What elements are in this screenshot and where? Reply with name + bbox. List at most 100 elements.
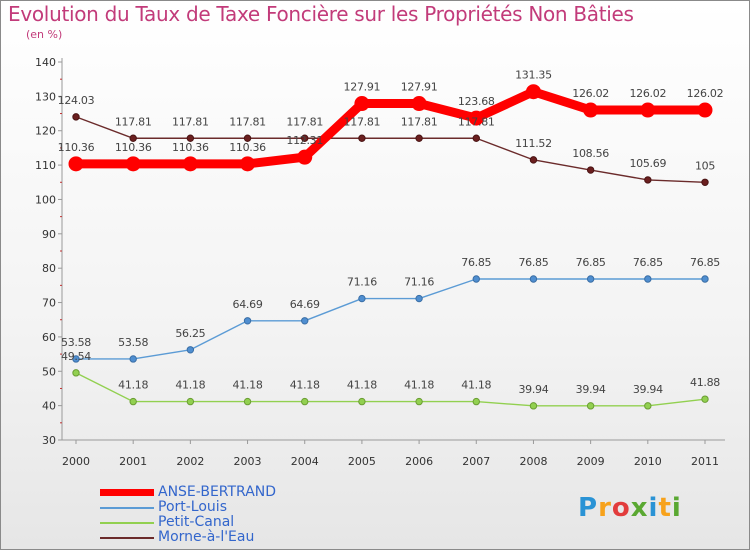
data-label-petit-canal: 49.54 [61,350,91,363]
data-label-port-louis: 76.85 [518,256,548,269]
series-line-port-louis [76,278,705,360]
logo-letter: i [671,493,682,523]
logo-letter: i [648,493,659,523]
data-label-port-louis: 76.85 [461,256,491,269]
data-label-morne-a-l-eau: 117.81 [115,115,152,128]
legend-item-port-louis[interactable]: Port-Louis [100,500,276,515]
legend-swatch [100,506,154,509]
data-label-petit-canal: 41.18 [118,379,148,392]
y-tick-label: 90 [42,228,56,241]
data-label-morne-a-l-eau: 105.69 [629,157,666,170]
x-tick-label: 2003 [234,455,262,468]
data-point-anse-bertrand [354,96,370,112]
data-point-anse-bertrand [125,156,141,172]
data-label-port-louis: 53.58 [61,336,91,349]
legend-label: Morne-à-l'Eau [158,529,255,546]
logo-letter: x [630,493,649,523]
data-label-petit-canal: 41.18 [175,379,205,392]
logo-letter: r [598,493,612,523]
data-point-morne-a-l-eau [644,176,652,184]
x-tick-label: 2004 [291,455,319,468]
x-tick-label: 2007 [462,455,490,468]
legend-label: Petit-Canal [158,514,235,531]
data-point-petit-canal [529,402,538,410]
data-label-morne-a-l-eau: 117.81 [401,115,438,128]
data-label-anse-bertrand: 110.36 [172,141,209,154]
data-point-port-louis [472,275,480,283]
data-label-petit-canal: 39.94 [518,383,548,396]
data-point-morne-a-l-eau [529,156,538,164]
x-tick-label: 2009 [577,455,605,468]
data-point-port-louis [243,317,252,325]
y-tick-label: 40 [42,400,56,413]
series-line-morne-a-l-eau [75,116,706,183]
data-point-morne-a-l-eau [358,134,366,142]
data-label-port-louis: 64.69 [290,298,320,311]
legend-item-petit-canal[interactable]: Petit-Canal [100,515,276,530]
data-label-morne-a-l-eau: 117.81 [286,115,323,128]
legend-label: ANSE-BERTRAND [158,484,277,501]
data-point-anse-bertrand [697,102,713,118]
data-point-petit-canal [701,395,709,403]
data-label-port-louis: 76.85 [633,256,663,269]
data-point-port-louis [415,294,423,303]
data-label-morne-a-l-eau: 108.56 [572,147,609,160]
data-label-petit-canal: 41.18 [290,379,320,392]
data-point-port-louis [529,275,538,283]
proxiti-logo: Proxiti [578,493,682,523]
y-tick-label: 110 [35,159,56,172]
data-point-port-louis [186,346,195,354]
data-label-morne-a-l-eau: 124.03 [58,94,95,107]
data-label-petit-canal: 41.18 [233,379,263,392]
data-point-petit-canal [358,397,366,406]
logo-letter: o [611,493,631,523]
data-point-petit-canal [586,402,595,410]
data-label-anse-bertrand: 131.35 [515,69,552,82]
data-label-petit-canal: 41.18 [347,379,377,392]
data-point-anse-bertrand [240,156,256,172]
data-label-morne-a-l-eau: 117.81 [229,115,266,128]
data-label-port-louis: 76.85 [576,256,606,269]
x-tick-label: 2008 [519,455,547,468]
data-point-petit-canal [415,397,423,406]
y-tick-label: 100 [35,193,56,206]
data-label-morne-a-l-eau: 111.52 [515,137,552,150]
data-point-anse-bertrand [468,110,484,126]
data-label-anse-bertrand: 112.31 [286,134,323,147]
data-point-morne-a-l-eau [72,113,80,121]
y-tick-label: 30 [42,434,56,447]
series-line-petit-canal [75,372,706,407]
data-label-anse-bertrand: 110.36 [229,141,266,154]
chart-title: Evolution du Taux de Taxe Foncière sur l… [8,2,634,26]
data-label-port-louis: 56.25 [175,327,205,340]
legend-swatch [100,536,154,539]
x-tick-label: 2006 [405,455,433,468]
legend-item-morne-a-l-eau[interactable]: Morne-à-l'Eau [100,530,276,545]
data-label-port-louis: 76.85 [690,256,720,269]
y-tick-label: 50 [42,365,56,378]
data-point-anse-bertrand [182,156,198,172]
data-point-anse-bertrand [411,96,427,112]
data-point-anse-bertrand [525,84,541,100]
y-tick-label: 80 [42,262,56,275]
data-point-morne-a-l-eau [243,134,252,142]
data-label-anse-bertrand: 110.36 [115,141,152,154]
data-label-anse-bertrand: 110.36 [58,141,95,154]
legend-item-anse-bertrand[interactable]: ANSE-BERTRAND [100,485,276,500]
data-label-anse-bertrand: 127.91 [344,81,381,94]
data-point-petit-canal [243,397,252,406]
data-point-morne-a-l-eau [415,134,423,142]
data-point-port-louis [129,355,137,363]
data-label-anse-bertrand: 123.68 [458,95,495,108]
y-tick-label: 60 [42,331,56,344]
data-point-anse-bertrand [640,102,656,118]
data-point-petit-canal [186,397,195,406]
data-label-anse-bertrand: 127.91 [401,81,438,94]
y-tick-label: 70 [42,297,56,310]
x-tick-label: 2001 [119,455,147,468]
data-point-anse-bertrand [583,102,599,118]
x-tick-label: 2010 [634,455,662,468]
data-point-morne-a-l-eau [186,134,195,142]
legend-swatch [100,489,154,496]
